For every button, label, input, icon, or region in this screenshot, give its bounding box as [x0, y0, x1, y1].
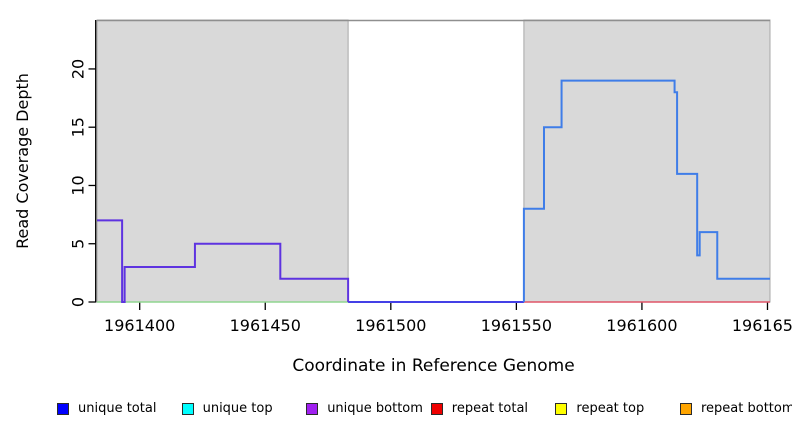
x-axis-tick-label: 1961400 [104, 316, 175, 335]
y-axis-tick-label: 5 [69, 239, 88, 249]
x-axis-tick-label: 1961500 [355, 316, 426, 335]
series-unique-total-right-steps [522, 79, 770, 302]
y-axis-tick-label: 20 [69, 59, 88, 79]
y-axis-tick-label: 0 [69, 297, 88, 307]
y-axis-title: Read Coverage Depth [13, 73, 32, 249]
x-axis-tick-label: 1961600 [606, 316, 677, 335]
shaded-region-right-repeat-region [523, 19, 771, 303]
x-axis-tick-label: 1961550 [481, 316, 552, 335]
x-axis-tick-label: 1961450 [230, 316, 301, 335]
x-axis-title: Coordinate in Reference Genome [292, 356, 574, 376]
y-axis-tick-label: 10 [69, 175, 88, 195]
shaded-region-left-repeat-region [96, 19, 349, 303]
series-unique-bottom-left-steps [97, 219, 350, 303]
x-axis-tick-label: 1961650 [732, 316, 792, 335]
y-axis-tick-label: 15 [69, 117, 88, 137]
